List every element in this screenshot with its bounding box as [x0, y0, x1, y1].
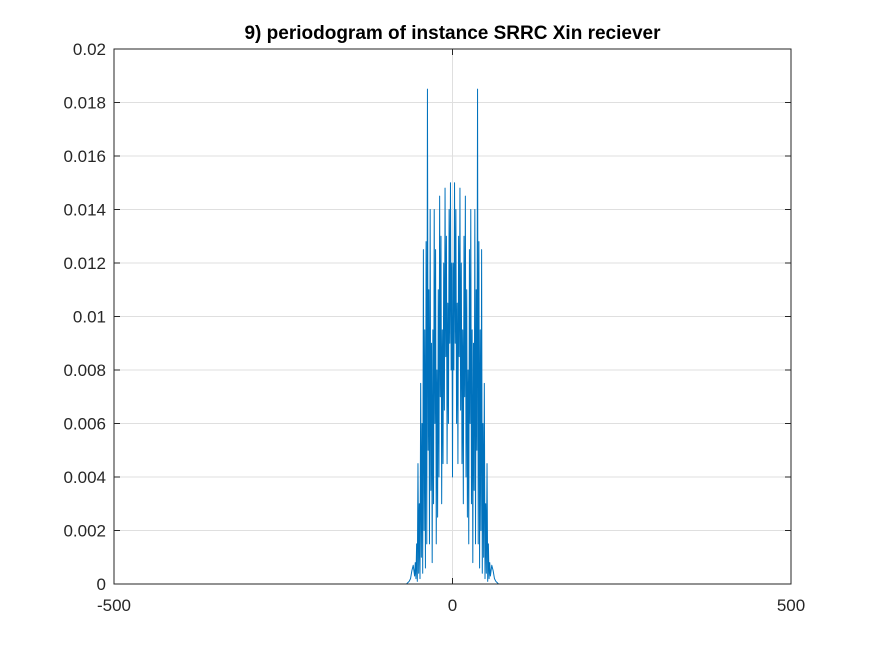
x-tick-label: 0: [448, 596, 457, 615]
y-tick-label: 0.002: [63, 522, 106, 541]
y-tick-label: 0.008: [63, 361, 106, 380]
axis-ticks: 0 0.002 0.004 0.006 0.008 0.01 0.012 0.014 0.016…: [63, 40, 805, 615]
y-tick-label: 0.004: [63, 468, 106, 487]
y-tick-label: 0.014: [63, 201, 106, 220]
y-tick-label: 0.02: [73, 40, 106, 59]
x-tick-label: -500: [97, 596, 131, 615]
y-tick-label: 0.016: [63, 147, 106, 166]
y-tick-label: 0.01: [73, 308, 106, 327]
y-tick-label: 0.012: [63, 254, 106, 273]
y-tick-label: 0.018: [63, 94, 106, 113]
y-tick-label: 0: [97, 575, 106, 594]
y-tick-label: 0.006: [63, 415, 106, 434]
series-line-0: [114, 88, 791, 585]
series-layer: [114, 88, 791, 585]
x-tick-label: 500: [777, 596, 805, 615]
chart-title: 9) periodogram of instance SRRC Xin reci…: [244, 23, 661, 44]
